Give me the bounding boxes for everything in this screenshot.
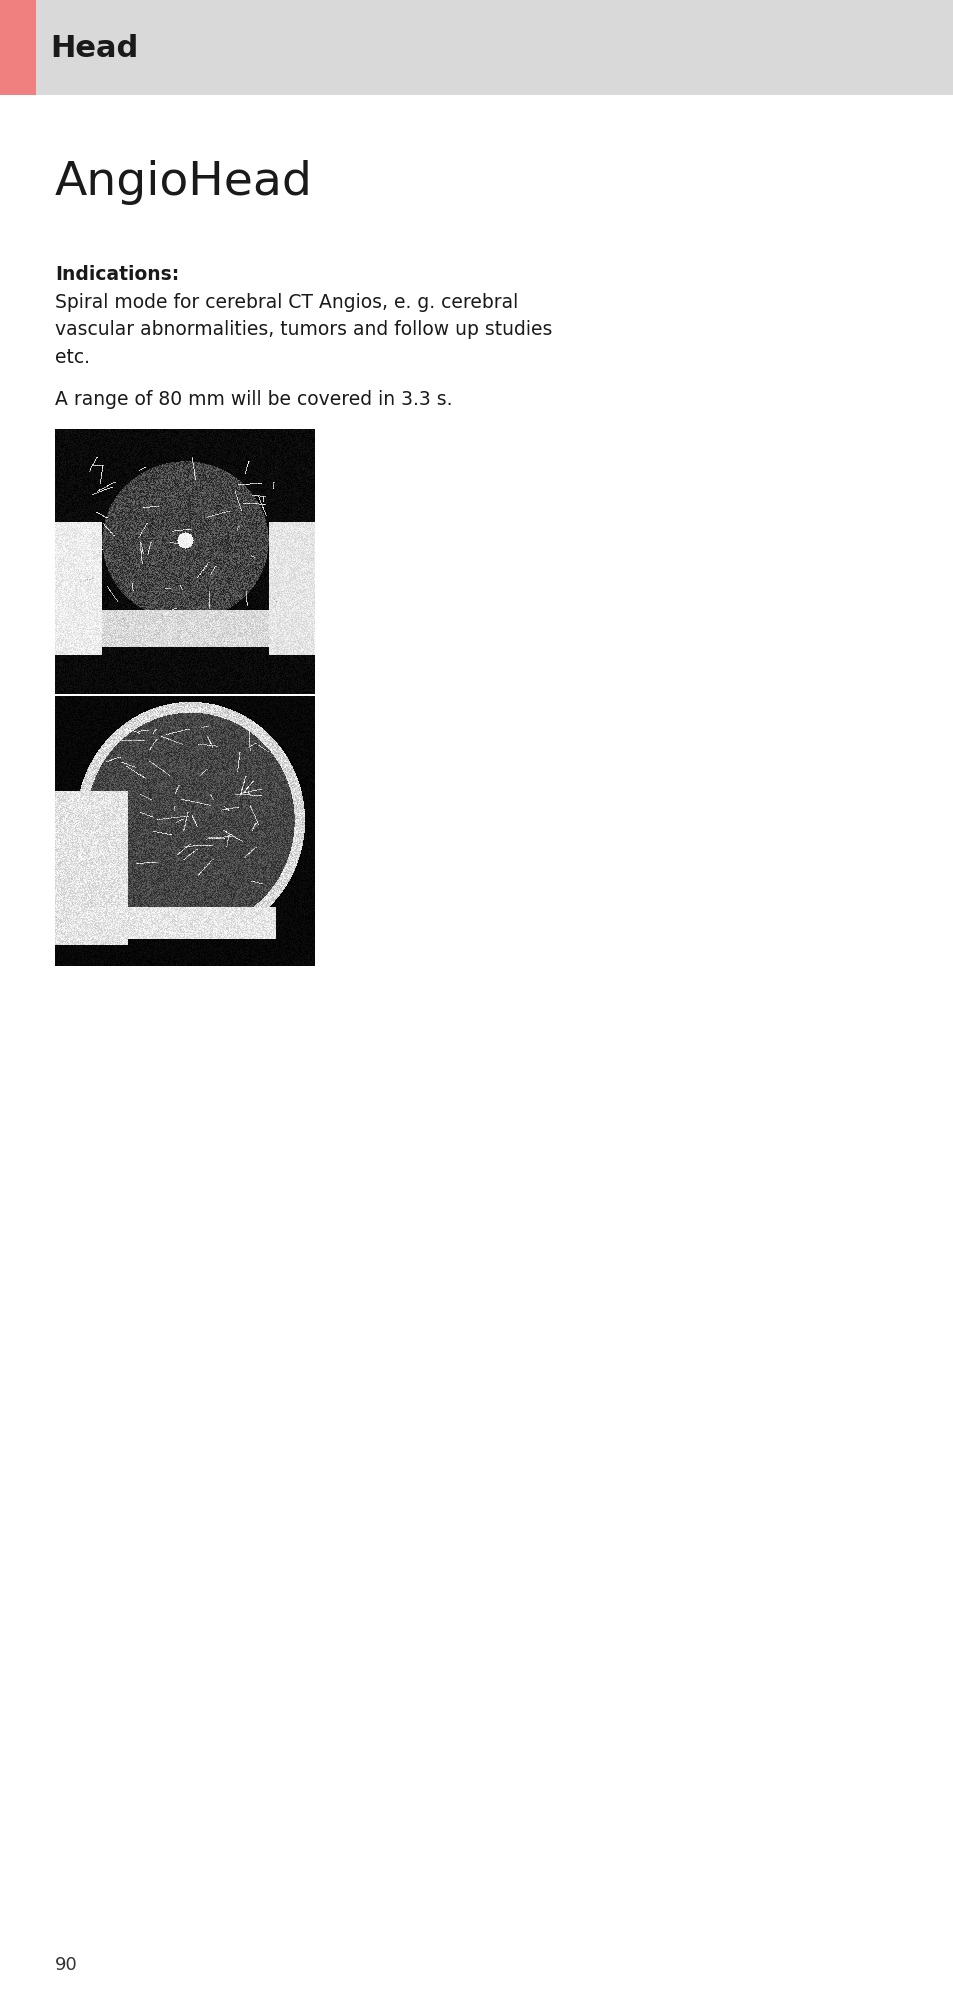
Bar bbox=[0, 0, 953, 96]
Text: AngioHead: AngioHead bbox=[55, 160, 313, 205]
Text: A range of 80 mm will be covered in 3.3 s.: A range of 80 mm will be covered in 3.3 … bbox=[55, 389, 452, 409]
Bar bbox=[0, 0, 36, 96]
Text: 90: 90 bbox=[55, 1955, 77, 1973]
Text: Indications:: Indications: bbox=[55, 265, 179, 285]
Text: Spiral mode for cerebral CT Angios, e. g. cerebral
vascular abnormalities, tumor: Spiral mode for cerebral CT Angios, e. g… bbox=[55, 293, 552, 367]
Text: Head: Head bbox=[50, 34, 138, 62]
